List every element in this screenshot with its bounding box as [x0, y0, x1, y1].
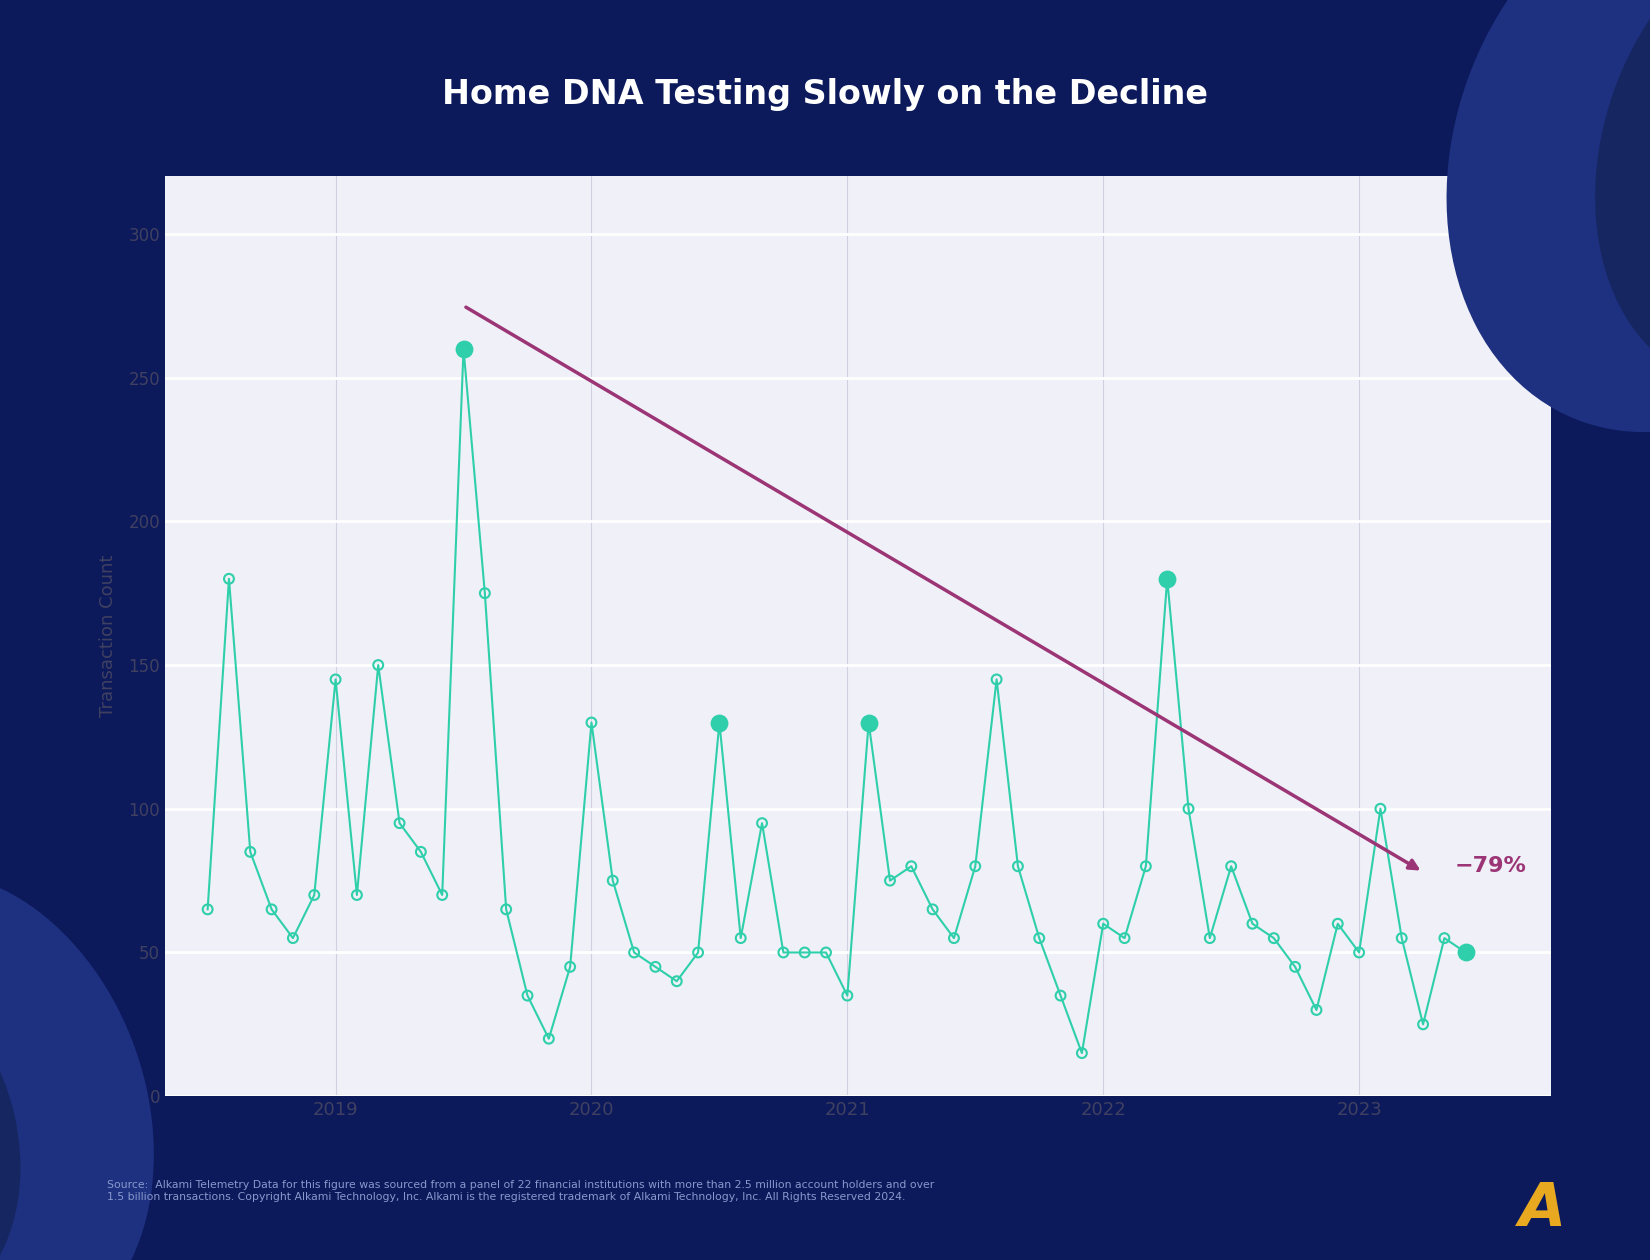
Point: [876, 871, 903, 891]
Point: [408, 842, 434, 862]
Point: [1346, 942, 1373, 963]
Point: [578, 712, 604, 732]
Point: [1196, 929, 1223, 949]
Point: [558, 956, 584, 976]
Point: [1153, 568, 1180, 588]
Point: [450, 339, 477, 359]
Point: [642, 956, 668, 976]
Point: [813, 942, 840, 963]
Point: [1026, 929, 1053, 949]
Point: [1091, 914, 1117, 934]
Point: [1282, 956, 1308, 976]
Point: [1304, 1000, 1330, 1021]
Ellipse shape: [0, 872, 153, 1260]
Text: Source:  Alkami Telemetry Data for this figure was sourced from a panel of 22 fi: Source: Alkami Telemetry Data for this f…: [107, 1179, 934, 1202]
Point: [515, 985, 541, 1005]
Point: [835, 985, 861, 1005]
Point: [983, 669, 1010, 689]
Point: [493, 900, 520, 920]
Point: [536, 1028, 563, 1048]
Point: [663, 971, 690, 992]
Point: [1368, 799, 1394, 819]
Point: [300, 885, 327, 905]
Text: Home DNA Testing Slowly on the Decline: Home DNA Testing Slowly on the Decline: [442, 78, 1208, 111]
Point: [919, 900, 945, 920]
Point: [1239, 914, 1266, 934]
Text: −79%: −79%: [1455, 857, 1526, 876]
Point: [1218, 857, 1244, 877]
Point: [898, 857, 924, 877]
Point: [1431, 929, 1457, 949]
Point: [1112, 929, 1138, 949]
Point: [792, 942, 818, 963]
Point: [962, 857, 988, 877]
Ellipse shape: [0, 946, 20, 1260]
Point: [386, 813, 412, 833]
Point: [599, 871, 625, 891]
Point: [620, 942, 647, 963]
Point: [259, 900, 285, 920]
Point: [365, 655, 391, 675]
Point: [1325, 914, 1351, 934]
Point: [1069, 1043, 1096, 1063]
Point: [472, 583, 498, 604]
Point: [728, 929, 754, 949]
Point: [940, 929, 967, 949]
Point: [195, 900, 221, 920]
Point: [1389, 929, 1416, 949]
Point: [238, 842, 264, 862]
Point: [855, 712, 881, 732]
Y-axis label: Transaction Count: Transaction Count: [99, 556, 117, 717]
Point: [343, 885, 370, 905]
Point: [685, 942, 711, 963]
Point: [749, 813, 776, 833]
Point: [706, 712, 733, 732]
Ellipse shape: [1596, 0, 1650, 388]
Point: [216, 568, 243, 588]
Point: [771, 942, 797, 963]
Text: A: A: [1520, 1181, 1566, 1239]
Point: [1132, 857, 1158, 877]
Point: [1175, 799, 1201, 819]
Ellipse shape: [1447, 0, 1650, 432]
Point: [322, 669, 348, 689]
Point: [1452, 942, 1478, 963]
Point: [1409, 1014, 1436, 1034]
Point: [1048, 985, 1074, 1005]
Point: [429, 885, 455, 905]
Point: [1005, 857, 1031, 877]
Point: [1261, 929, 1287, 949]
Point: [280, 929, 307, 949]
